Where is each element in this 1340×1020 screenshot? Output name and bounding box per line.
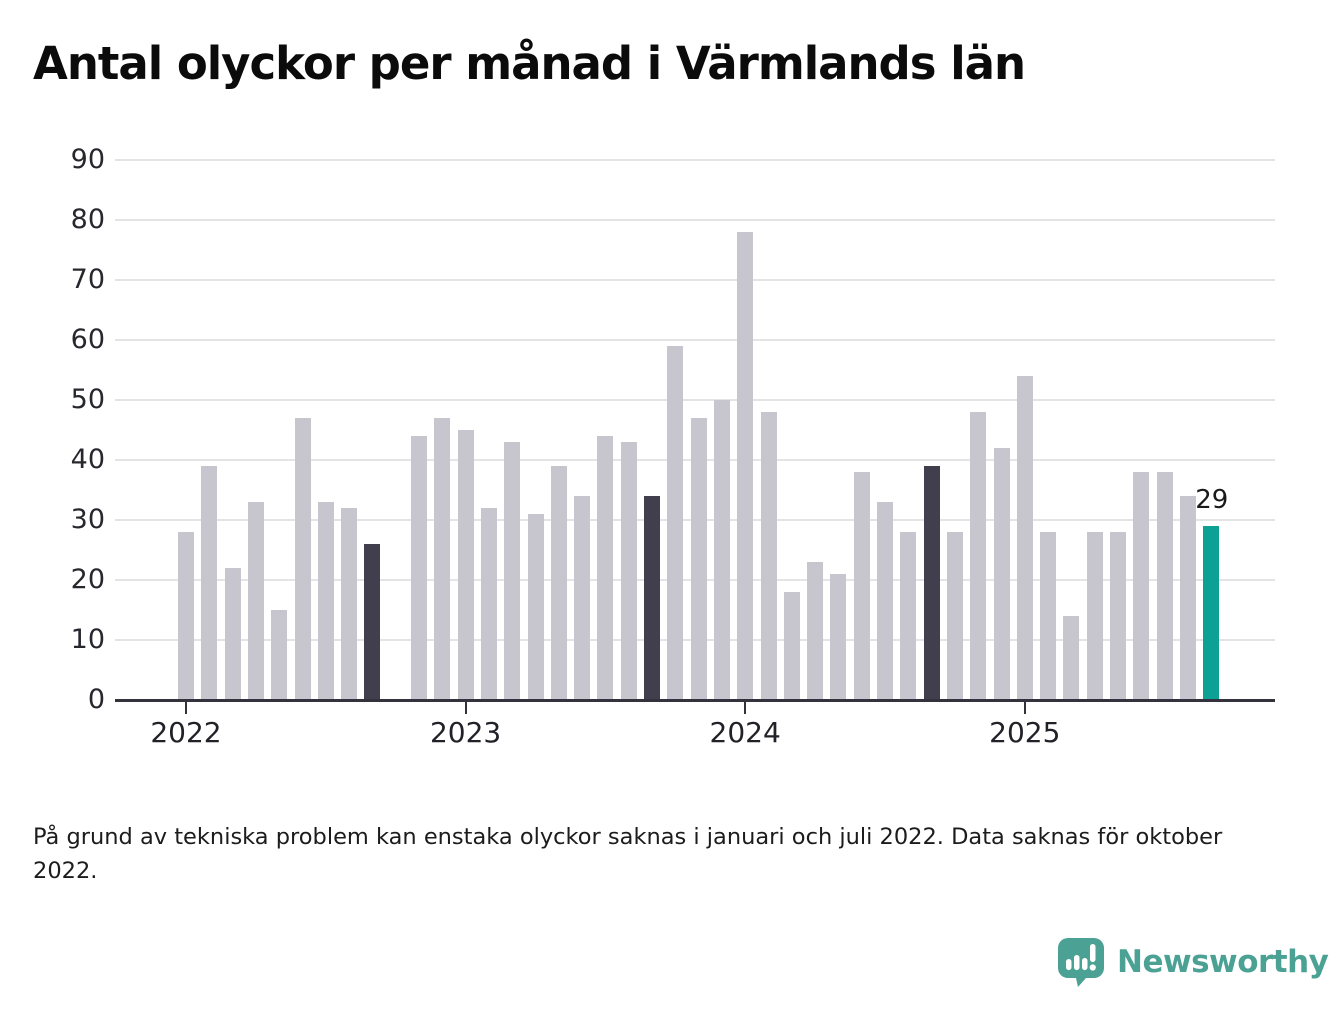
y-axis-label-60: 60	[70, 324, 105, 355]
x-tick-2022	[185, 702, 187, 714]
x-axis-label-2024: 2024	[709, 716, 781, 749]
bar-2024-11	[970, 412, 987, 700]
latest-value-label: 29	[1195, 485, 1229, 515]
bar-2023-08	[620, 442, 637, 700]
bar-2022-02	[201, 466, 218, 700]
x-tick-2024	[744, 702, 747, 714]
bar-2022-08	[341, 508, 358, 700]
bar-2025-08	[1179, 496, 1196, 700]
bar-2023-03	[504, 442, 521, 700]
bar-2023-10	[667, 346, 684, 700]
bar-2023-12	[713, 400, 730, 700]
gridline-50	[115, 399, 1275, 401]
bar-2022-01	[178, 532, 194, 700]
bar-2024-10	[946, 532, 963, 700]
bar-2024-08	[900, 532, 917, 700]
y-axis-label-40: 40	[70, 444, 105, 475]
y-axis-label-10: 10	[70, 624, 105, 655]
bar-2023-01	[457, 430, 474, 700]
bar-2022-11	[411, 436, 427, 700]
bar-2024-04	[807, 562, 824, 700]
bar-2024-09	[923, 466, 940, 700]
bar-2023-11	[690, 418, 707, 700]
bar-2023-02	[480, 508, 497, 700]
bar-2025-02	[1040, 532, 1057, 700]
bar-2022-07	[317, 502, 334, 700]
newsworthy-logo: Newsworthy	[1056, 936, 1329, 988]
bar-2024-06	[853, 472, 870, 700]
y-axis-label-50: 50	[70, 384, 105, 415]
x-axis-label-2023: 2023	[429, 716, 502, 749]
bar-2023-05	[550, 466, 567, 700]
bar-2024-07	[877, 502, 893, 700]
bar-2022-05	[271, 610, 288, 700]
y-axis-label-80: 80	[70, 204, 105, 235]
bar-2025-07	[1156, 472, 1173, 700]
bar-2023-06	[574, 496, 591, 700]
x-axis-label-2022: 2022	[150, 716, 222, 749]
y-axis-label-0: 0	[87, 684, 105, 715]
gridline-60	[115, 339, 1275, 341]
bar-2025-05	[1110, 532, 1126, 700]
y-axis-label-30: 30	[70, 504, 105, 535]
x-axis-label-2025: 2025	[989, 716, 1061, 749]
newsworthy-logo-text: Newsworthy	[1117, 944, 1329, 980]
bar-2023-04	[527, 514, 544, 700]
bar-2024-12	[993, 448, 1010, 700]
bar-2025-09	[1203, 526, 1220, 700]
x-tick-2025	[1023, 702, 1026, 714]
bar-2022-12	[434, 418, 451, 700]
bar-chart-speech-bubble-icon	[1058, 938, 1104, 987]
bar-2024-01	[737, 232, 754, 700]
bar-2025-03	[1063, 616, 1080, 700]
bar-chart-plot-area	[115, 159, 1275, 700]
bar-2023-07	[597, 436, 614, 700]
bar-2025-06	[1133, 472, 1150, 700]
y-axis-label-70: 70	[70, 264, 105, 295]
bar-2024-02	[760, 412, 777, 700]
gridline-90	[115, 159, 1275, 161]
bar-2024-05	[830, 574, 847, 700]
gridline-70	[115, 279, 1275, 281]
bar-2023-09	[644, 496, 660, 700]
bar-2022-06	[294, 418, 311, 700]
bar-2024-03	[783, 592, 800, 700]
x-tick-2023	[464, 702, 467, 714]
y-axis-label-20: 20	[70, 564, 105, 595]
bar-2022-03	[224, 568, 241, 700]
gridline-80	[115, 219, 1275, 221]
bar-2022-09	[364, 544, 381, 700]
footnote: På grund av tekniska problem kan enstaka…	[33, 824, 1223, 884]
bar-2025-01	[1016, 376, 1033, 700]
bar-2022-04	[247, 502, 264, 700]
bar-2025-04	[1086, 532, 1103, 700]
chart-title: Antal olyckor per månad i Värmlands län	[33, 37, 1026, 90]
y-axis-label-90: 90	[70, 144, 105, 175]
x-axis-line	[115, 699, 1275, 702]
